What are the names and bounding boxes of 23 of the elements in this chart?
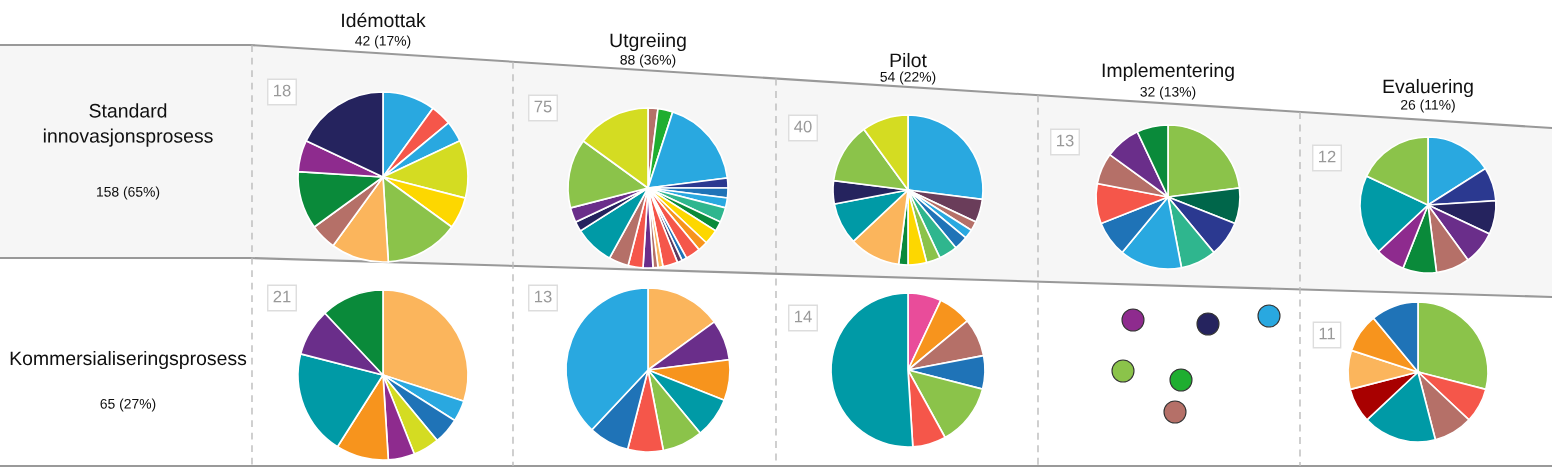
text: 13 <box>1057 134 1074 147</box>
text: 14 <box>795 310 812 323</box>
text: 21 <box>273 290 291 303</box>
text: 12 <box>1319 150 1336 163</box>
text: 13 <box>535 290 552 303</box>
chart-subtitle: 88 (36%) <box>620 54 676 68</box>
chart-title: Utgreiing <box>610 32 686 52</box>
chart-title: Implementering <box>1102 62 1234 82</box>
text: Standard innovasjonsprosess <box>43 103 213 147</box>
chart-title: Evaluering <box>1383 78 1473 98</box>
text: Kommersialiseringsprosess <box>10 350 247 370</box>
chart-subtitle: 26 (11%) <box>1401 99 1455 113</box>
text: 11 <box>1319 327 1335 340</box>
text: 40 <box>794 120 812 133</box>
text: 18 <box>274 84 291 97</box>
chart-subtitle: 42 (17%) <box>355 35 411 49</box>
chart-subtitle: 32 (13%) <box>1140 86 1196 100</box>
chart-title: Idémottak <box>342 12 426 28</box>
chart-title: Pilot <box>890 52 927 68</box>
chart-subtitle: 54 (22%) <box>880 71 936 85</box>
text: 158 (65%) <box>97 186 160 200</box>
text: 75 <box>534 100 552 113</box>
text: 65 (27%) <box>100 398 156 412</box>
